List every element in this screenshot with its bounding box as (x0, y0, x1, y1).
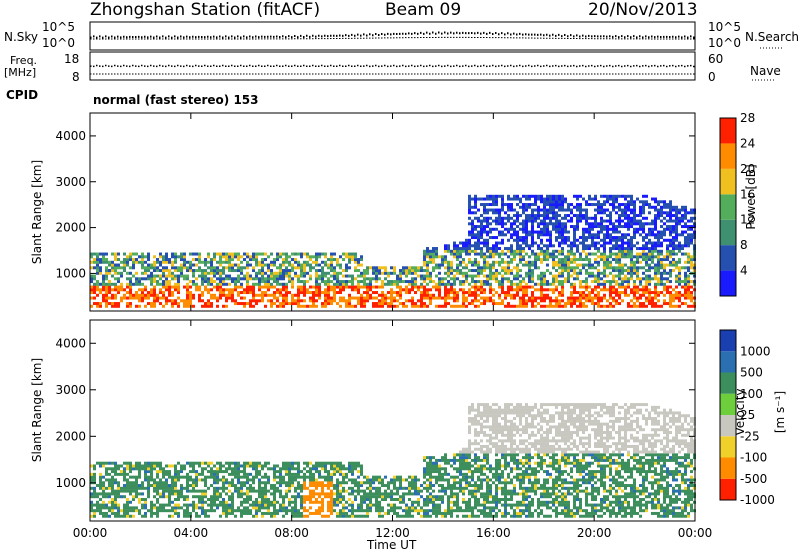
colorbar-tick-power: 8 (740, 238, 748, 252)
colorbar-velocity-frame (719, 329, 737, 501)
colorbar-tick-velocity: -25 (740, 429, 760, 443)
colorbar-tick-power: 16 (740, 187, 755, 201)
nsky-tick-bottom: 10^0 (42, 36, 75, 50)
nsky-tick-top: 10^5 (42, 20, 75, 34)
colorbar-velocity-segment (720, 372, 736, 394)
freq-label: Freq. (10, 54, 38, 67)
heatmap-power-cells (90, 194, 696, 308)
nsky-label: N.Sky (4, 30, 39, 44)
ytick-label-power: 2000 (55, 221, 86, 235)
freq-unit-label: [MHz] (4, 66, 37, 79)
ytick-label-velocity: 2000 (55, 429, 86, 443)
colorbar-tick-velocity: -500 (740, 472, 767, 486)
colorbar-power-segment (720, 219, 736, 246)
colorbar-tick-velocity: 100 (740, 387, 763, 401)
nsearch-tick-bottom: 10^0 (708, 36, 741, 50)
nsearch-trace (90, 36, 695, 40)
colorbar-tick-velocity: 500 (740, 366, 763, 380)
colorbar-power-segment (720, 118, 736, 144)
colorbar-tick-velocity: -1000 (740, 493, 775, 507)
ytick-label-velocity: 1000 (55, 476, 86, 490)
beam-title: Beam 09 (385, 0, 462, 20)
xtick-label: 04:00 (174, 526, 209, 540)
colorbar-tick-velocity: 25 (740, 408, 755, 422)
ytick-label-power: 1000 (55, 266, 86, 280)
x-axis-label: Time UT (367, 538, 417, 552)
colorbar-power-segment (720, 168, 736, 195)
date-title: 20/Nov/2013 (588, 0, 698, 20)
colorbar-power-frame (719, 117, 737, 297)
xtick-label: 16:00 (476, 526, 511, 540)
xtick-label: 12:00 (375, 526, 410, 540)
colorbar-power-segment (720, 143, 736, 169)
freq-tick-top: 18 (64, 52, 80, 66)
xtick-label: 08:00 (274, 526, 309, 540)
colorbar-tick-power: 4 (740, 264, 748, 278)
freq-tick-bottom: 8 (72, 70, 80, 84)
colorbar-tick-power: 12 (740, 213, 755, 227)
colorbar-tick-power: 28 (740, 111, 755, 125)
nsky-trace (90, 31, 695, 39)
colorbar-power-segment (720, 194, 736, 220)
nsearch-label: N.Search (745, 30, 800, 44)
colorbar-velocity-segment (720, 478, 736, 500)
nave-tick-top: 60 (708, 52, 724, 66)
ytick-label-power: 3000 (55, 175, 86, 189)
colorbar-velocity-segment (720, 457, 736, 479)
colorbar-velocity-segment (720, 436, 736, 458)
cpid-label: CPID (6, 88, 39, 102)
colorbar-tick-power: 20 (740, 162, 755, 176)
colorbar-power-segment (720, 245, 736, 271)
colorbar-velocity-segment (720, 351, 736, 373)
freq-trace (90, 64, 695, 68)
colorbar-velocity-segment (720, 415, 736, 437)
colorbar-velocity-segment (720, 330, 736, 352)
xtick-label: 20:00 (577, 526, 612, 540)
ytick-label-velocity: 4000 (55, 336, 86, 350)
nsky-panel-frame (89, 21, 696, 51)
nsearch-tick-top: 10^5 (708, 20, 741, 34)
xtick-label: 00:00 (678, 526, 713, 540)
cpid-text: normal (fast stereo) 153 (93, 93, 259, 107)
station-title: Zhongshan Station (fitACF) (90, 0, 321, 20)
colorbar-tick-power: 24 (740, 136, 755, 150)
heatmap-velocity-cells (90, 403, 696, 518)
colorbar-tick-velocity: 1000 (740, 344, 771, 358)
ytick-label-power: 4000 (55, 129, 86, 143)
colorbar-velocity-segment (720, 393, 736, 415)
nave-tick-bottom: 0 (708, 70, 716, 84)
colorbar-tick-velocity: -100 (740, 451, 767, 465)
nave-label: Nave (750, 64, 781, 78)
colorbar-power-segment (720, 270, 736, 296)
xtick-label: 00:00 (73, 526, 108, 540)
ytick-label-velocity: 3000 (55, 383, 86, 397)
